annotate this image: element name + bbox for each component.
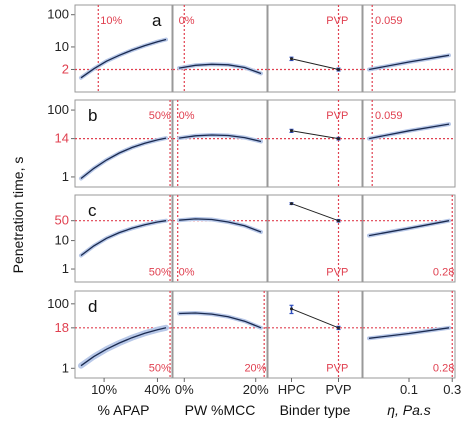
y-tick-label-b-2: 1 <box>62 169 69 184</box>
y-tick-label-d-2: 1 <box>62 360 69 375</box>
y-tick-label-c-1: 10 <box>55 233 69 248</box>
y-tick-label-c-0: 50 <box>55 213 69 228</box>
y-tick-label-c-2: 1 <box>62 261 69 276</box>
panel-c-3 <box>362 194 456 283</box>
panel-letter-b: b <box>88 106 97 125</box>
annotation-c-2: PVP <box>326 267 348 279</box>
annotation-a-0: 10% <box>100 15 122 27</box>
panel-a-0 <box>74 4 173 93</box>
x-axis-label-1: PW %MCC <box>185 402 256 418</box>
annotation-d-1: 20% <box>244 363 266 375</box>
y-tick-label-a-1: 10 <box>55 39 69 54</box>
x-tick-label-3-0: 0.1 <box>400 382 418 397</box>
panel-b-1 <box>172 99 268 188</box>
panel-c-0 <box>74 194 173 283</box>
curve-a-1 <box>178 63 262 75</box>
y-axis-label: Penetration time, s <box>10 157 26 274</box>
x-tick-label-1-0: 0% <box>175 382 194 397</box>
panel-d-2 <box>267 290 363 379</box>
x-axis-label-0: % APAP <box>98 402 150 418</box>
binder-point-a-1 <box>337 67 340 71</box>
x-axis-labels: 10% 40% % APAP 0% 20% PW %MCC HPC PVP Binder typ… <box>91 378 461 418</box>
annotation-a-1: 0% <box>179 15 195 27</box>
x-tick-label-0-1: 40% <box>144 382 170 397</box>
annotation-a-3: 0.059 <box>375 15 403 27</box>
y-tick-label-b-0: 100 <box>47 102 69 117</box>
curve-b-1 <box>178 134 262 143</box>
binder-line-d <box>291 308 339 329</box>
binder-line-a <box>291 58 339 70</box>
annotation-d-3: 0.28 <box>433 363 454 375</box>
panel-b-3 <box>362 99 456 188</box>
curve-d-1 <box>178 312 262 329</box>
panel-a-3 <box>362 4 456 93</box>
curve-a-0 <box>80 38 167 79</box>
binder-point-d-1 <box>337 326 340 330</box>
annotation-c-3: 0.28 <box>433 267 454 279</box>
panel-letter-d: d <box>88 297 97 316</box>
annotation-c-1: 0% <box>179 267 195 279</box>
binder-point-c-1 <box>337 219 340 223</box>
x-tick-label-3-1: 0.3 <box>443 382 461 397</box>
annotation-b-3: 0.059 <box>375 110 403 122</box>
y-tick-label-d-0: 100 <box>47 296 69 311</box>
panel-row-a: 100 10 2 10% 0% PVP 0.059 a <box>47 4 456 93</box>
binder-line-b <box>291 130 339 140</box>
binder-line-c <box>291 203 339 222</box>
y-tick-label-b-1: 14 <box>55 131 69 146</box>
annotation-a-2: PVP <box>326 15 348 27</box>
curve-c-1 <box>178 218 262 233</box>
annotation-d-2: PVP <box>326 363 348 375</box>
y-tick-label-a-2: 2 <box>62 61 69 76</box>
binder-point-a-0 <box>290 57 293 61</box>
curve-d-0 <box>80 327 167 367</box>
panel-c-2 <box>267 194 363 283</box>
panel-row-c: 50 10 1 50% 0% PVP 0.28 c <box>55 194 456 283</box>
panel-row-d: 100 18 1 50% 20% PVP 0.28 d <box>47 290 456 379</box>
x-tick-label-1-1: 20% <box>243 382 269 397</box>
annotation-c-0: 50% <box>149 267 171 279</box>
curve-b-0 <box>80 137 167 180</box>
binder-point-b-0 <box>290 129 293 133</box>
binder-point-d-0 <box>290 307 293 311</box>
annotation-b-1: 0% <box>179 110 195 122</box>
panel-row-b: 100 14 1 50% 0% PVP 0.059 b <box>47 99 456 188</box>
annotation-b-2: PVP <box>326 110 348 122</box>
binder-point-b-1 <box>337 137 340 141</box>
binder-point-c-0 <box>290 202 293 206</box>
panel-b-2 <box>267 99 363 188</box>
x-tick-label-2-0: HPC <box>278 382 305 397</box>
panel-a-1 <box>172 4 268 93</box>
x-axis-label-3: η, Pa.s <box>387 402 431 418</box>
y-tick-label-d-1: 18 <box>55 320 69 335</box>
curve-d-3 <box>368 327 450 339</box>
curve-c-3 <box>368 220 450 237</box>
panel-d-0 <box>74 290 173 379</box>
annotation-d-0: 50% <box>149 363 171 375</box>
x-axis-label-2: Binder type <box>280 402 351 418</box>
panel-letter-a: a <box>152 11 162 30</box>
panel-letter-c: c <box>88 201 97 220</box>
annotation-b-0: 50% <box>149 110 171 122</box>
x-tick-label-0-0: 10% <box>91 382 117 397</box>
curve-c-0 <box>80 220 167 257</box>
x-tick-label-2-1: PVP <box>325 382 351 397</box>
panel-a-2 <box>267 4 363 93</box>
panel-d-1 <box>172 290 268 379</box>
panel-c-1 <box>172 194 268 283</box>
y-tick-label-a-0: 100 <box>47 7 69 22</box>
curve-a-3 <box>368 54 450 71</box>
curve-b-3 <box>368 123 450 140</box>
